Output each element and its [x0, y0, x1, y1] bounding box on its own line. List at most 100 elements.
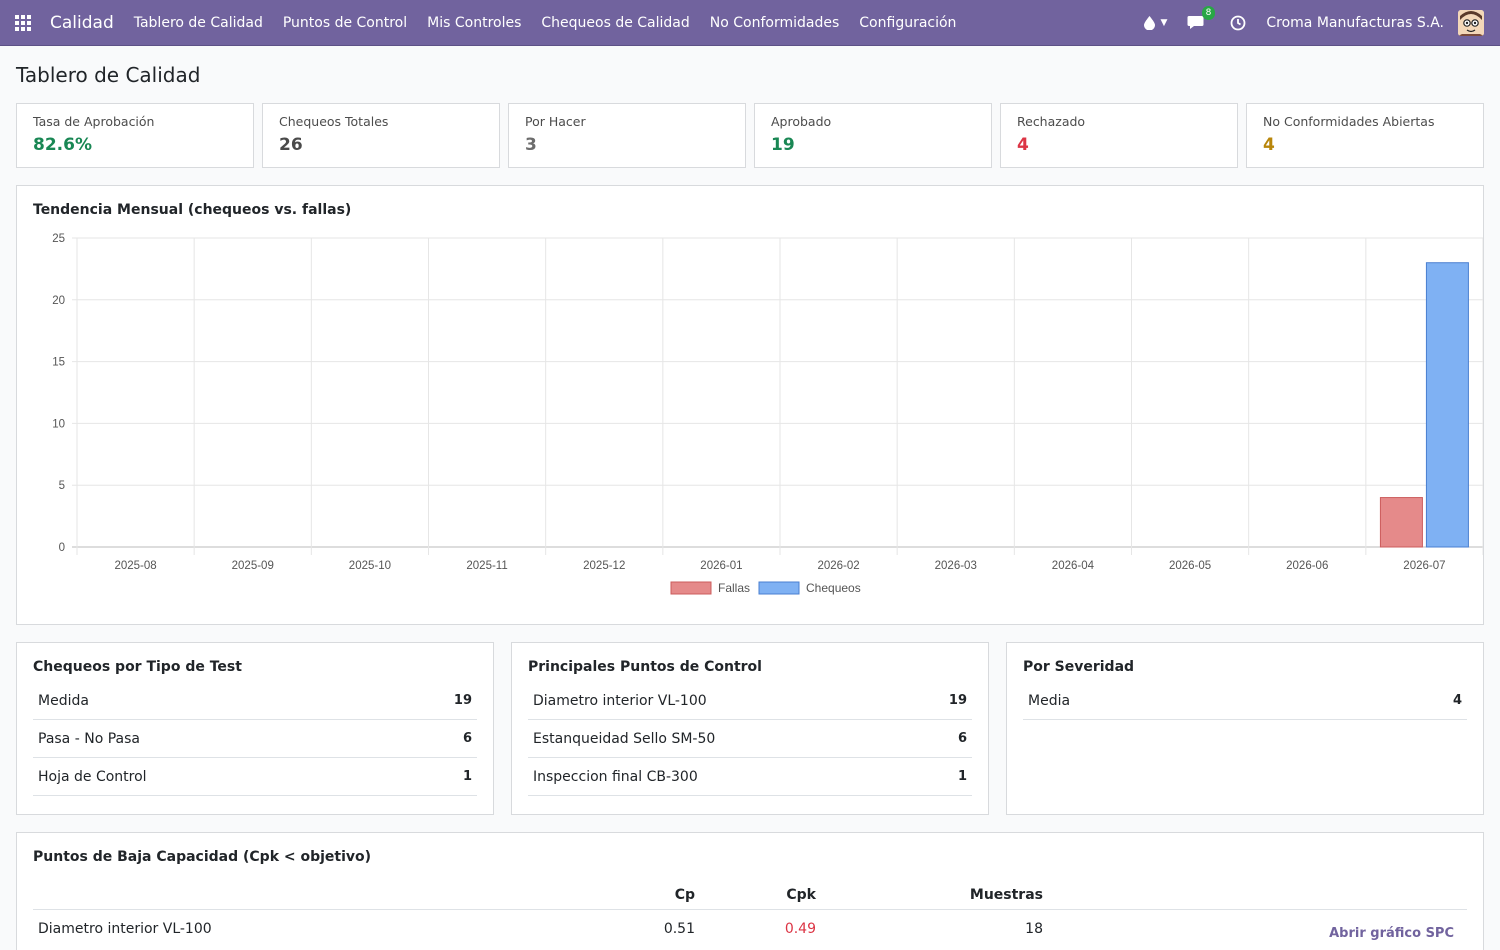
kpi-value: 4 — [1263, 135, 1275, 155]
by-severity-card: Por Severidad Media 4 — [1006, 642, 1484, 815]
legend-label: Chequeos — [806, 581, 861, 595]
list-item-value: 4 — [1452, 693, 1462, 708]
open-spc-chart-link[interactable]: Abrir gráfico SPC — [1329, 926, 1454, 941]
list-item[interactable]: Pasa - No Pasa 6 — [33, 720, 477, 758]
kpi-label: Aprobado — [771, 114, 832, 129]
list-item-value: 6 — [957, 731, 967, 746]
header-cpk: Cpk — [786, 886, 816, 903]
list-item-value: 19 — [948, 693, 967, 708]
cell-cpk: 0.49 — [784, 921, 816, 937]
monthly-trend-title: Tendencia Mensual (chequeos vs. fallas) — [33, 202, 352, 218]
y-tick-label: 15 — [52, 357, 65, 369]
card-title: Chequeos por Tipo de Test — [33, 659, 242, 675]
drop-icon — [1144, 15, 1156, 30]
app-brand[interactable]: Calidad — [50, 12, 114, 33]
menu-tablero[interactable]: Tablero de Calidad — [133, 14, 263, 31]
x-tick-label: 2025-12 — [583, 560, 625, 572]
list-item[interactable]: Inspeccion final CB-300 1 — [528, 758, 972, 796]
messages-button[interactable]: 8 — [1187, 6, 1216, 30]
y-tick-label: 10 — [52, 418, 65, 430]
list-item[interactable]: Diametro interior VL-100 19 — [528, 682, 972, 720]
header-cp: Cp — [674, 886, 695, 903]
menu-mis-controles[interactable]: Mis Controles — [427, 14, 522, 31]
kpi-card-rejected[interactable]: Rechazado 4 — [1000, 103, 1238, 168]
kpi-label: Tasa de Aprobación — [33, 114, 155, 129]
top-control-points-card: Principales Puntos de Control Diametro i… — [511, 642, 989, 815]
nav-right: ▼ 8 Croma Manufacturas S.A. — [1134, 6, 1500, 36]
list-item[interactable]: Estanqueidad Sello SM-50 6 — [528, 720, 972, 758]
low-capacity-table: Cp Cpk Muestras Diametro interior VL-100… — [33, 880, 1467, 948]
list-item-label: Medida — [38, 692, 89, 709]
list-item[interactable]: Media 4 — [1023, 682, 1467, 720]
x-tick-label: 2025-10 — [349, 560, 391, 572]
table-row[interactable]: Diametro interior VL-100 0.51 0.49 18 Ab… — [33, 910, 1467, 948]
x-tick-label: 2026-05 — [1169, 560, 1211, 572]
list-item-label: Hoja de Control — [38, 768, 147, 785]
company-switcher[interactable]: Croma Manufacturas S.A. — [1266, 14, 1444, 31]
x-tick-label: 2026-02 — [817, 560, 859, 572]
cell-samples: 18 — [1025, 921, 1043, 937]
activity-button[interactable] — [1230, 15, 1246, 31]
x-tick-label: 2026-04 — [1052, 560, 1095, 572]
list-item[interactable]: Medida 19 — [33, 682, 477, 720]
kpi-row: Tasa de Aprobación 82.6% Chequeos Totale… — [16, 103, 1484, 168]
main-menu: Tablero de Calidad Puntos de Control Mis… — [124, 0, 967, 46]
x-tick-label: 2025-09 — [232, 560, 274, 572]
table-header: Cp Cpk Muestras — [33, 880, 1467, 910]
header-samples: Muestras — [969, 886, 1043, 903]
menu-configuracion[interactable]: Configuración — [859, 14, 957, 31]
kpi-value: 82.6% — [33, 135, 92, 155]
y-tick-label: 0 — [59, 542, 65, 554]
chevron-down-icon: ▼ — [1160, 17, 1168, 28]
list-item-label: Inspeccion final CB-300 — [533, 768, 698, 785]
x-tick-label: 2025-11 — [466, 560, 507, 572]
apps-grid-icon[interactable] — [0, 0, 46, 46]
summary-row: Chequeos por Tipo de Test Medida 19 Pasa… — [16, 642, 1484, 815]
low-capacity-card: Puntos de Baja Capacidad (Cpk < objetivo… — [16, 832, 1484, 950]
card-title: Puntos de Baja Capacidad (Cpk < objetivo… — [33, 849, 372, 865]
x-tick-label: 2026-03 — [935, 560, 977, 572]
clock-icon — [1230, 15, 1246, 30]
legend-label: Fallas — [718, 581, 750, 595]
kpi-label: No Conformidades Abiertas — [1263, 114, 1435, 129]
menu-puntos-control[interactable]: Puntos de Control — [282, 14, 408, 31]
drop-menu-button[interactable]: ▼ — [1144, 15, 1168, 30]
list-item-label: Estanqueidad Sello SM-50 — [533, 730, 716, 747]
kpi-card-total-checks[interactable]: Chequeos Totales 26 — [262, 103, 500, 168]
card-title: Por Severidad — [1023, 659, 1135, 675]
y-tick-label: 20 — [52, 295, 65, 307]
kpi-card-open-nonconformities[interactable]: No Conformidades Abiertas 4 — [1246, 103, 1484, 168]
messages-badge: 8 — [1201, 6, 1216, 20]
chat-icon — [1187, 16, 1204, 29]
main-content: Tablero de Calidad Tasa de Aprobación 82… — [0, 46, 1500, 950]
kpi-value: 26 — [279, 135, 303, 155]
list-item-value: 19 — [453, 693, 472, 708]
user-avatar[interactable] — [1458, 9, 1484, 36]
y-tick-label: 25 — [52, 233, 65, 245]
y-tick-label: 5 — [59, 480, 65, 492]
list-item[interactable]: Hoja de Control 1 — [33, 758, 477, 796]
severity-list: Media 4 — [1023, 682, 1467, 720]
kpi-card-approval-rate[interactable]: Tasa de Aprobación 82.6% — [16, 103, 254, 168]
checks-by-type-list: Medida 19 Pasa - No Pasa 6 Hoja de Contr… — [33, 682, 477, 796]
cell-name: Diametro interior VL-100 — [38, 921, 212, 937]
bar-chequeos — [1425, 262, 1469, 548]
legend-swatch — [758, 581, 800, 595]
list-item-value: 6 — [462, 731, 472, 746]
monthly-trend-chart: 0 5 10 15 20 25 2025-08 2025-09 2025-10 2025-11 20… — [52, 233, 1483, 595]
kpi-value: 3 — [525, 135, 537, 155]
page-title: Tablero de Calidad — [16, 63, 201, 87]
menu-chequeos[interactable]: Chequeos de Calidad — [541, 14, 690, 31]
menu-no-conformidades[interactable]: No Conformidades — [709, 14, 840, 31]
top-points-list: Diametro interior VL-100 19 Estanqueidad… — [528, 682, 972, 796]
kpi-value: 4 — [1017, 135, 1029, 155]
x-tick-label: 2026-07 — [1403, 560, 1445, 572]
list-item-label: Media — [1028, 692, 1071, 709]
list-item-label: Diametro interior VL-100 — [533, 692, 707, 709]
monthly-trend-card: Tendencia Mensual (chequeos vs. fallas) … — [16, 185, 1484, 625]
kpi-value: 19 — [771, 135, 795, 155]
list-item-value: 1 — [957, 769, 967, 784]
kpi-card-to-do[interactable]: Por Hacer 3 — [508, 103, 746, 168]
kpi-card-approved[interactable]: Aprobado 19 — [754, 103, 992, 168]
top-navbar: Calidad Tablero de Calidad Puntos de Con… — [0, 0, 1500, 46]
